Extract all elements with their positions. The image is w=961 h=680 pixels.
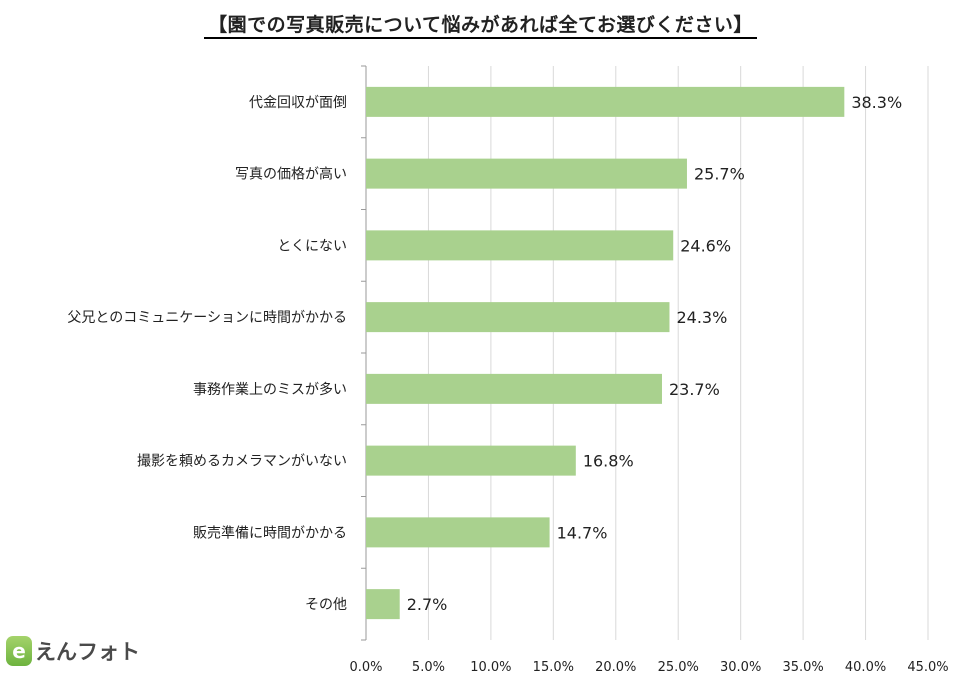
data-label: 25.7% (694, 165, 745, 184)
category-label: 写真の価格が高い (235, 166, 347, 183)
bar (366, 158, 687, 189)
bar (366, 373, 662, 404)
category-label: 父兄とのコミュニケーションに時間がかかる (67, 310, 347, 326)
data-label: 23.7% (669, 380, 720, 399)
category-label: 代金回収が面倒 (249, 95, 347, 111)
bar (366, 589, 400, 620)
logo-e-icon: e (6, 636, 32, 666)
x-tick-label: 0.0% (349, 660, 382, 675)
bar (366, 302, 670, 333)
category-label: 販売準備に時間がかかる (193, 525, 347, 541)
x-tick-label: 25.0% (658, 660, 699, 675)
enphoto-logo: e えんフォト (6, 636, 140, 666)
data-label: 16.8% (583, 452, 634, 471)
data-label: 2.7% (407, 595, 448, 614)
x-tick-label: 45.0% (907, 660, 948, 675)
x-tick-label: 30.0% (720, 660, 761, 675)
bar (366, 86, 845, 117)
x-tick-label: 5.0% (412, 660, 445, 675)
data-label: 14.7% (557, 523, 608, 542)
logo-text: えんフォト (35, 640, 140, 664)
x-tick-label: 20.0% (595, 660, 636, 675)
data-label: 38.3% (851, 93, 902, 112)
category-label: その他 (305, 597, 347, 613)
x-tick-label: 15.0% (533, 660, 574, 675)
bar (366, 517, 550, 548)
data-label: 24.3% (676, 308, 727, 327)
x-tick-label: 40.0% (845, 660, 886, 675)
x-tick-label: 35.0% (782, 660, 823, 675)
data-label: 24.6% (680, 236, 731, 255)
x-tick-label: 10.0% (470, 660, 511, 675)
category-label: 事務作業上のミスが多い (193, 381, 347, 398)
chart-title: 【園での写真販売について悩みがあれば全てお選びください】 (0, 10, 961, 39)
chart-title-text: 【園での写真販売について悩みがあれば全てお選びください】 (204, 14, 757, 39)
category-label: 撮影を頼めるカメラマンがいない (137, 453, 347, 470)
category-label: とくにない (277, 238, 347, 254)
bar (366, 445, 576, 476)
bar (366, 230, 674, 261)
